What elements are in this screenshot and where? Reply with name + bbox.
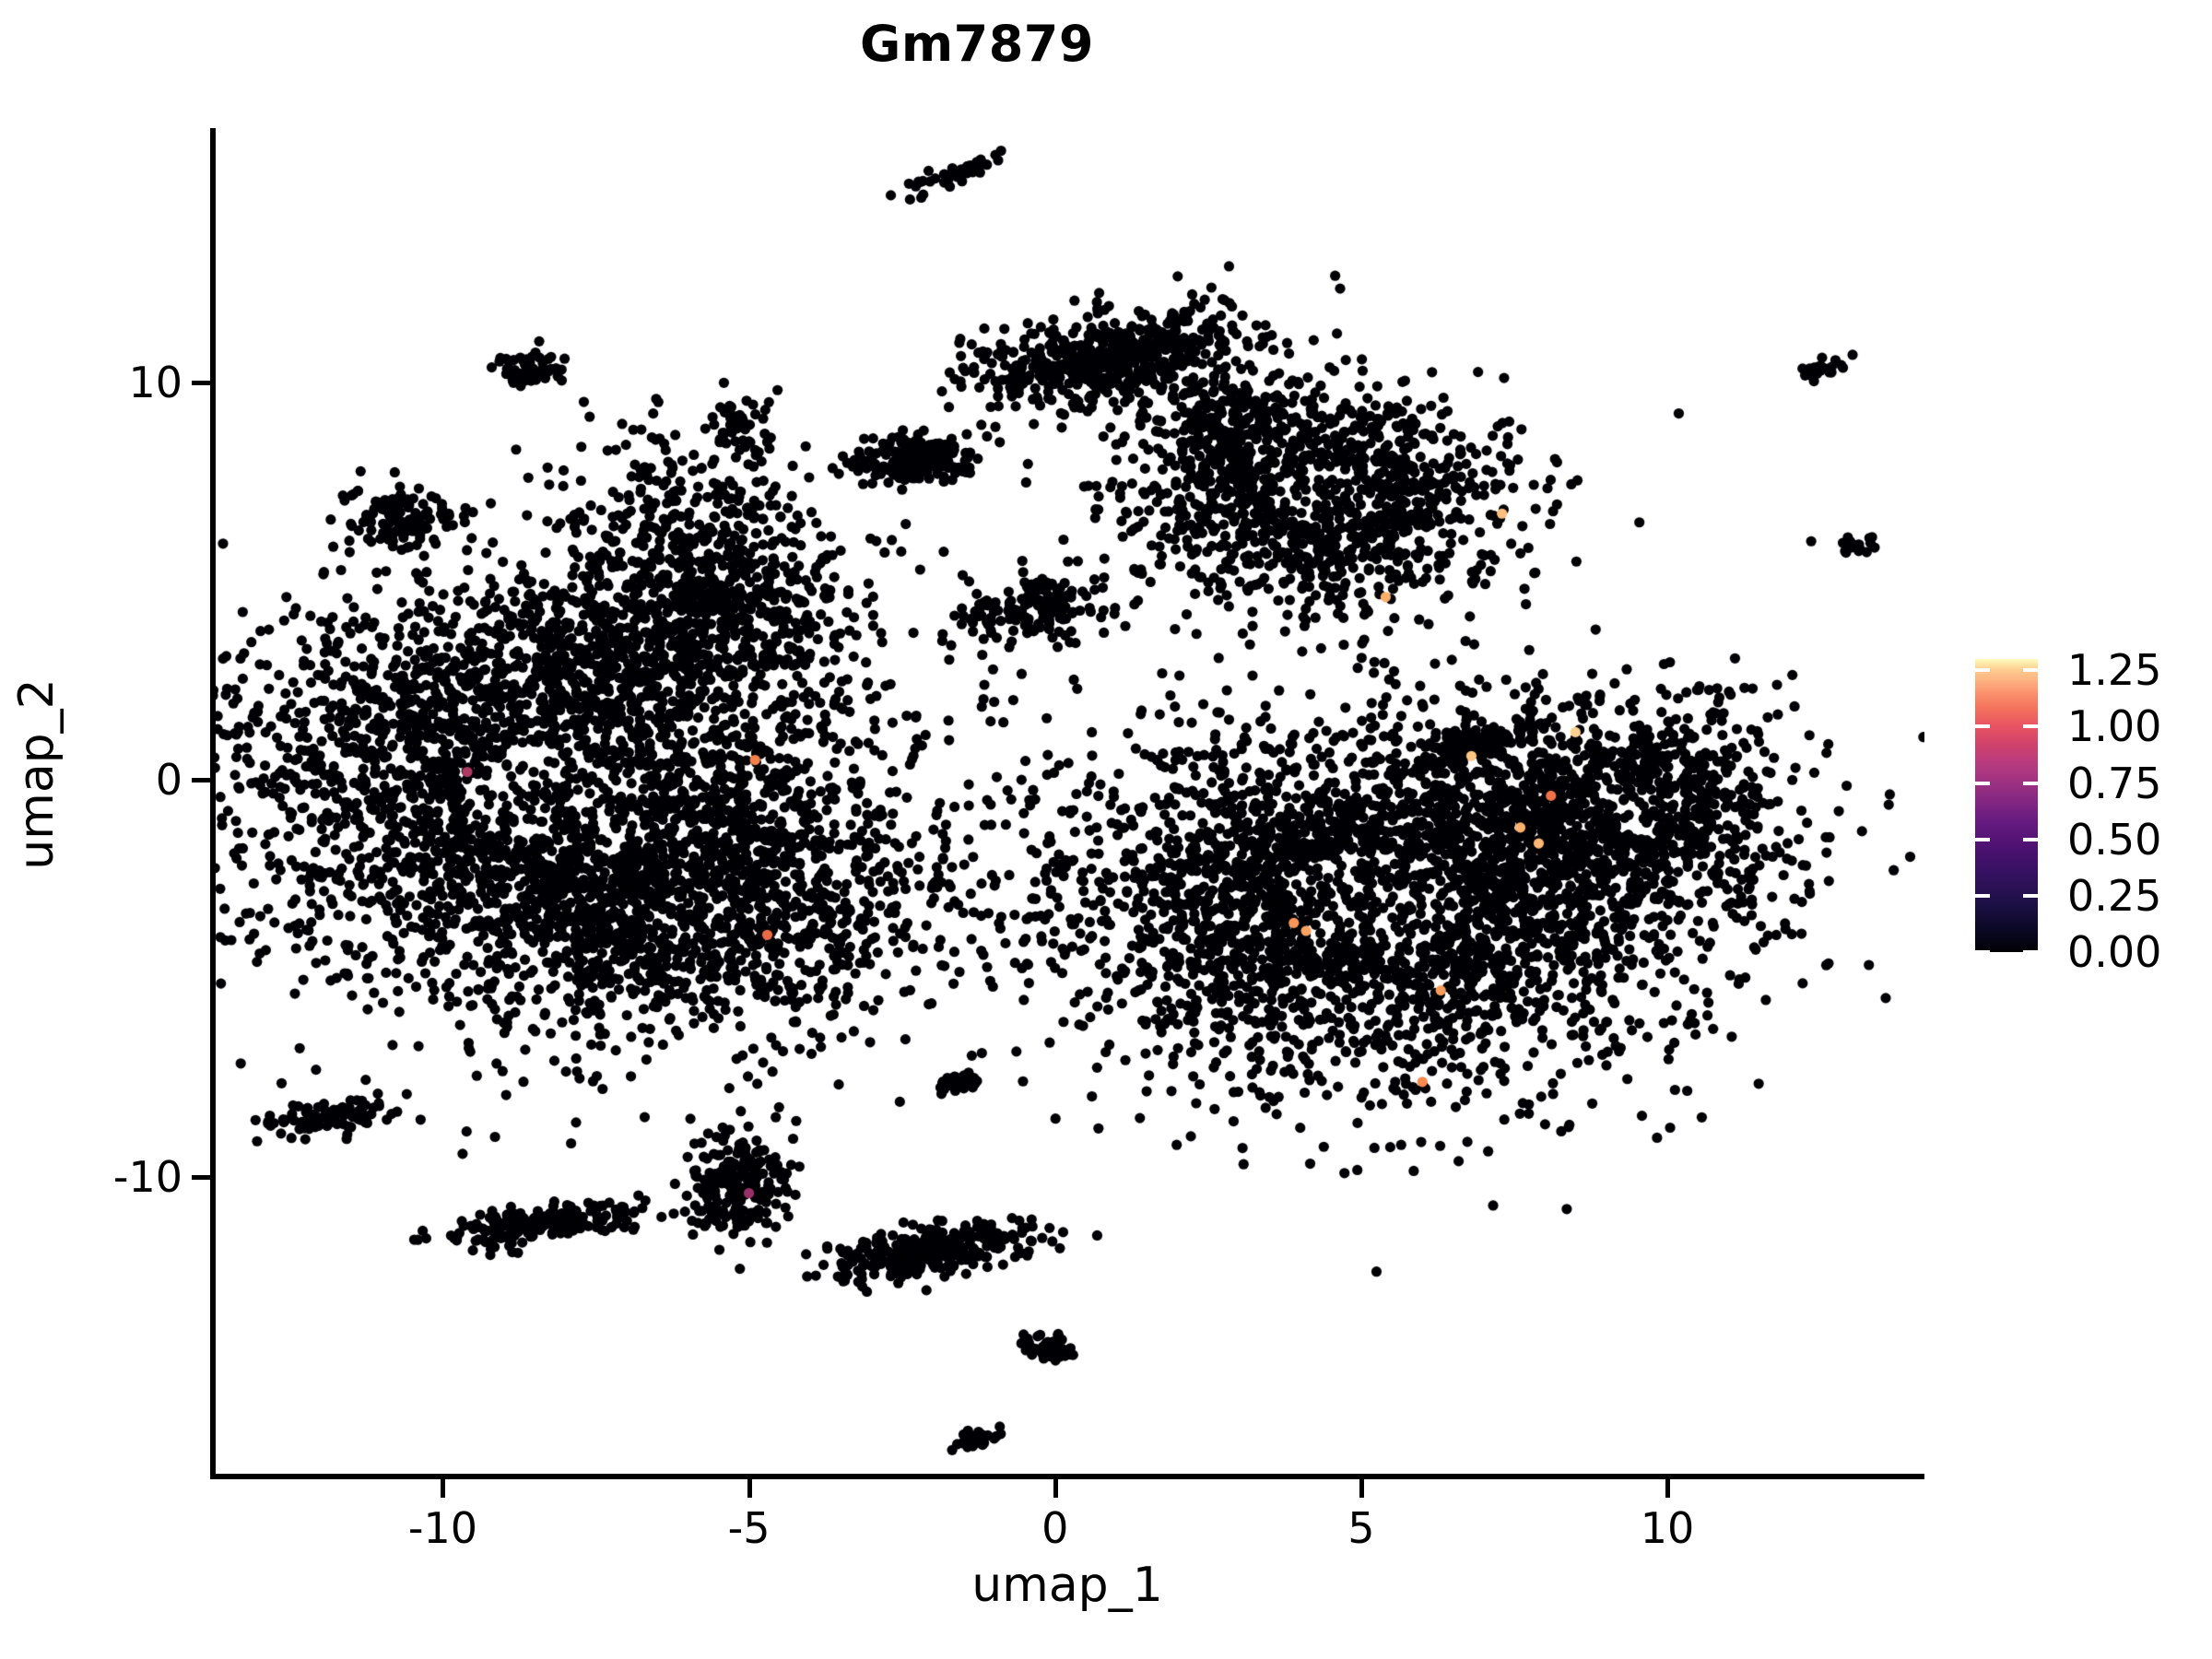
x-tick-mark: [1359, 1479, 1364, 1498]
colorbar-tick-mark: [1975, 781, 1990, 785]
y-tick-label: 0: [155, 755, 182, 806]
colorbar-tick-mark: [2023, 893, 2038, 898]
plot-axes: -10 -5 0 5 10 -10 0 10: [113, 128, 1924, 1553]
colorbar-tick-label: 0.75: [2067, 758, 2162, 808]
x-tick-mark: [441, 1479, 446, 1498]
colorbar-tick-mark: [1975, 837, 1990, 841]
x-tick-mark: [1053, 1479, 1058, 1498]
colorbar-tick-label: 0.00: [2067, 927, 2162, 977]
colorbar-tick-label: 0.25: [2067, 870, 2162, 921]
colorbar-tick-mark: [2023, 950, 2038, 954]
colorbar-tick-mark: [1975, 950, 1990, 954]
x-tick-label: 10: [1640, 1503, 1695, 1553]
page-title: Gm7879: [860, 15, 1094, 73]
x-tick-mark: [747, 1479, 752, 1498]
x-axis-label: umap_1: [971, 1558, 1163, 1613]
colorbar-tick-label: 1.25: [2067, 645, 2162, 696]
y-tick-mark: [192, 380, 210, 385]
y-tick-mark: [192, 1175, 210, 1181]
y-axis-spine: [210, 128, 216, 1479]
colorbar-tick-mark: [1975, 893, 1990, 898]
colorbar-tick-mark: [2023, 668, 2038, 673]
colorbar-gradient: [1975, 659, 2038, 952]
scatter-plot-canvas: [210, 128, 1924, 1479]
y-tick-label: -10: [112, 1152, 182, 1203]
colorbar-tick-label: 1.00: [2067, 701, 2162, 752]
y-axis-label: umap_2: [9, 678, 65, 870]
colorbar: 0.00 0.25 0.50 0.75 1.00 1.25: [1975, 645, 2196, 977]
x-tick-label: -10: [407, 1503, 477, 1553]
colorbar-tick-mark: [1975, 724, 1990, 729]
colorbar-tick-mark: [1975, 668, 1990, 673]
y-tick-label: 10: [128, 357, 182, 407]
x-tick-label: -5: [727, 1503, 771, 1553]
colorbar-tick-mark: [2023, 781, 2038, 785]
colorbar-tick-mark: [2023, 837, 2038, 841]
x-tick-label: 0: [1041, 1503, 1069, 1553]
colorbar-tick-label: 0.50: [2067, 814, 2162, 865]
x-axis-spine: [210, 1474, 1924, 1479]
x-tick-label: 5: [1347, 1503, 1375, 1553]
colorbar-tick-mark: [2023, 724, 2038, 729]
x-tick-mark: [1665, 1479, 1670, 1498]
y-tick-mark: [192, 778, 210, 783]
